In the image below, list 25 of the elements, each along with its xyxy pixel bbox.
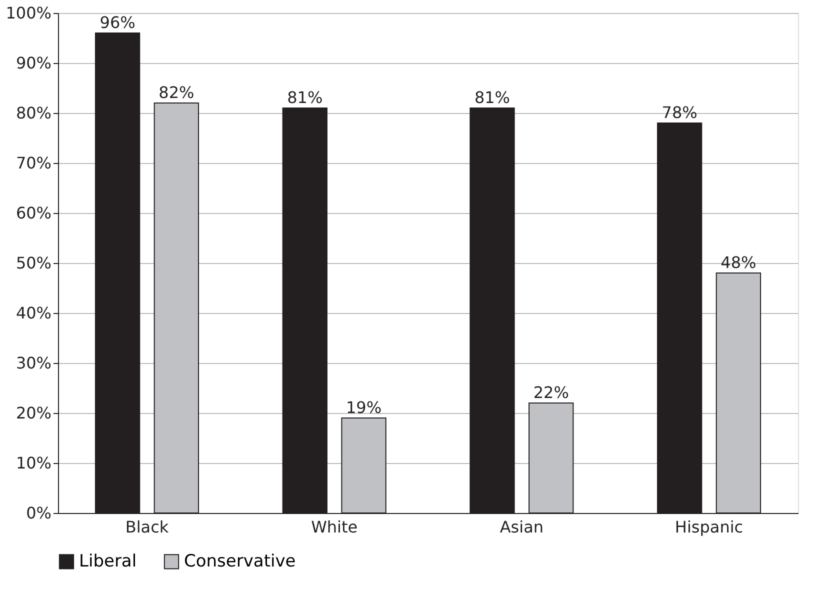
y-tick-label: 40% (16, 304, 52, 322)
x-tick-label: White (311, 518, 358, 536)
x-tick-label: Black (125, 518, 170, 536)
data-label: 78% (662, 103, 698, 122)
y-tick-label: 90% (16, 54, 52, 72)
data-label: 96% (100, 13, 136, 32)
x-tick-label: Hispanic (674, 518, 744, 536)
data-label: 81% (474, 88, 510, 107)
y-tick-label: 10% (16, 454, 52, 472)
legend-label: Liberal (79, 552, 137, 572)
y-tick-label: 20% (16, 404, 52, 422)
y-tick-label: 60% (16, 204, 52, 222)
data-label: 48% (720, 253, 756, 272)
data-label: 22% (533, 383, 569, 402)
y-tick-label: 100% (6, 4, 52, 22)
data-label: 82% (158, 83, 194, 102)
data-label: 19% (346, 398, 382, 417)
legend-label: Conservative (184, 552, 296, 572)
y-tick-label: 30% (16, 354, 52, 372)
data-label: 81% (287, 88, 323, 107)
y-tick-label: 80% (16, 104, 52, 122)
y-tick-label: 50% (16, 254, 52, 272)
x-tick-label: Asian (500, 518, 544, 536)
y-tick-label: 70% (16, 154, 52, 172)
y-tick-label: 0% (26, 504, 52, 522)
